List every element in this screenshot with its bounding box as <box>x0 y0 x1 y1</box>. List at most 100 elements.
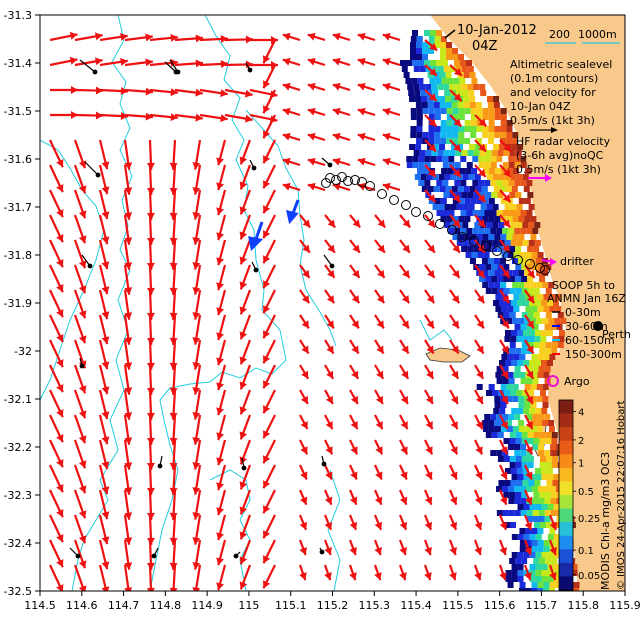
velocity-arrow <box>474 464 483 480</box>
velocity-arrow <box>169 539 178 571</box>
velocity-arrow <box>399 214 411 229</box>
velocity-arrow <box>262 439 276 464</box>
velocity-arrow <box>99 87 129 96</box>
contour-1000-label: 1000m <box>578 28 617 41</box>
velocity-arrow <box>239 489 252 515</box>
soop-point <box>357 177 367 187</box>
velocity-arrow <box>398 514 408 531</box>
velocity-arrow <box>424 39 438 52</box>
velocity-arrow <box>374 314 385 329</box>
velocity-arrow <box>74 111 104 120</box>
x-tick-label: 115.4 <box>400 599 432 612</box>
hf-radar-arrows <box>69 59 335 559</box>
velocity-arrow <box>374 414 384 430</box>
velocity-arrow <box>98 239 110 270</box>
velocity-arrow <box>474 314 485 329</box>
velocity-arrow <box>224 113 253 123</box>
velocity-arrow <box>332 32 351 42</box>
velocity-arrow <box>216 414 227 441</box>
velocity-arrow <box>192 164 202 195</box>
velocity-arrow <box>73 314 87 344</box>
velocity-arrow <box>449 139 462 153</box>
velocity-arrow <box>216 289 227 316</box>
velocity-arrow <box>192 514 202 545</box>
velocity-arrow <box>373 539 382 556</box>
velocity-arrow <box>174 88 203 97</box>
velocity-arrow <box>239 389 252 415</box>
velocity-arrow <box>474 339 485 355</box>
y-tick-label: -32 <box>14 345 32 358</box>
velocity-arrow <box>123 489 133 520</box>
velocity-arrow <box>448 539 457 556</box>
velocity-arrow <box>332 57 351 67</box>
velocity-arrow <box>357 157 376 167</box>
velocity-arrow <box>98 189 110 220</box>
x-tick-label: 115.2 <box>317 599 349 612</box>
velocity-arrow <box>499 189 512 203</box>
velocity-arrow <box>169 339 178 371</box>
velocity-arrow <box>424 364 435 380</box>
velocity-arrow <box>473 564 482 581</box>
velocity-arrow <box>169 464 178 496</box>
velocity-arrow <box>382 107 401 117</box>
velocity-arrow <box>449 64 463 77</box>
velocity-arrow <box>262 314 276 339</box>
velocity-arrow <box>324 289 336 304</box>
velocity-arrow <box>449 189 462 203</box>
velocity-arrow <box>449 364 460 380</box>
velocity-arrow <box>399 339 410 355</box>
velocity-arrow <box>98 339 110 370</box>
velocity-arrow <box>74 32 103 42</box>
velocity-arrow <box>192 264 202 295</box>
velocity-arrow <box>169 489 178 521</box>
velocity-arrow <box>449 414 459 430</box>
velocity-arrow <box>449 164 462 178</box>
velocity-arrow <box>524 289 536 304</box>
velocity-arrow <box>382 32 401 42</box>
x-tick-label: 114.7 <box>108 599 140 612</box>
colorbar-tick-label: 4 <box>578 407 584 418</box>
velocity-arrow <box>323 539 332 556</box>
velocity-arrow <box>73 389 87 419</box>
velocity-arrow <box>216 164 227 191</box>
velocity-arrow <box>324 239 336 254</box>
velocity-arrow <box>169 564 178 591</box>
velocity-arrow <box>123 539 133 570</box>
velocity-arrow <box>499 239 511 254</box>
soop-point <box>481 241 491 251</box>
velocity-arrow <box>357 107 376 117</box>
velocity-arrow <box>282 82 301 92</box>
velocity-arrow <box>299 339 310 355</box>
soop-point <box>525 259 535 269</box>
soop-point <box>377 189 387 199</box>
velocity-arrow <box>307 107 326 117</box>
legend-soop-line-2: ANMN Jan 16Z <box>547 292 626 305</box>
velocity-arrow <box>98 539 110 570</box>
colorbar-segment <box>559 413 573 428</box>
soop-track <box>321 172 550 275</box>
velocity-arrow <box>349 264 361 279</box>
velocity-arrow <box>449 289 461 304</box>
velocity-arrow <box>498 539 507 556</box>
velocity-arrow <box>299 264 311 279</box>
velocity-arrow <box>424 414 434 430</box>
hf-arrow <box>241 457 247 471</box>
velocity-arrow <box>424 89 438 102</box>
soop-point <box>325 173 335 183</box>
velocity-arrow <box>239 414 252 440</box>
legend-depth-3: 150-300m <box>565 348 622 361</box>
velocity-arrow <box>146 564 155 591</box>
velocity-arrow <box>473 489 483 506</box>
velocity-arrow <box>174 113 203 122</box>
hf-arrow <box>251 261 259 273</box>
velocity-arrow <box>357 32 376 42</box>
velocity-arrow <box>49 314 64 343</box>
velocity-arrow <box>192 214 202 245</box>
colorbar-tick-label: 1 <box>578 459 584 470</box>
velocity-arrow <box>282 132 301 142</box>
velocity-arrow <box>499 414 509 430</box>
velocity-arrow <box>374 439 384 455</box>
velocity-arrow <box>192 389 202 420</box>
velocity-arrow <box>299 289 311 304</box>
velocity-arrow <box>299 214 311 229</box>
